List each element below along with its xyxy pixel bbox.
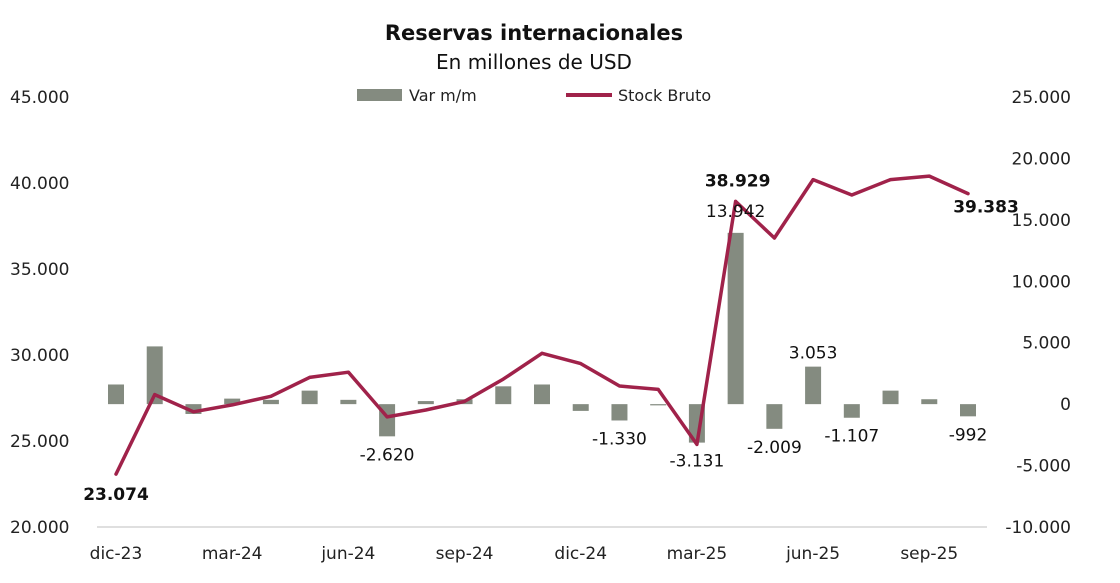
bar-data-label: -1.107	[824, 427, 879, 447]
x-tick-label: dic-24	[554, 544, 607, 564]
stock-point	[308, 375, 312, 379]
var-mm-bar	[650, 404, 667, 406]
legend-line-label: Stock Bruto	[618, 86, 711, 105]
var-mm-bar	[960, 404, 976, 417]
left-tick-label: 30.000	[10, 346, 69, 366]
stock-point	[617, 384, 621, 388]
x-axis-ticks: dic-23 mar-24 jun-24 sep-24 dic-24 mar-25 jun-…	[90, 544, 959, 564]
var-mm-bar	[805, 366, 822, 405]
left-tick-label: 40.000	[10, 174, 69, 194]
bar-data-label: 13.942	[706, 202, 765, 222]
x-tick-label: dic-23	[90, 544, 143, 564]
x-tick-label: sep-25	[900, 544, 958, 564]
bar-data-label: -2.620	[360, 445, 415, 465]
var-mm-bar	[882, 390, 899, 405]
var-mm-bar	[766, 404, 783, 429]
var-mm-bar	[727, 232, 744, 405]
chart-title: Reservas internacionales	[385, 21, 683, 45]
stock-point	[927, 174, 931, 178]
right-tick-label: 25.000	[1012, 88, 1071, 108]
var-mm-bar	[224, 398, 241, 405]
stock-point	[695, 442, 699, 446]
var-mm-bar	[843, 404, 860, 418]
stock-point	[463, 399, 467, 403]
var-mm-bar	[301, 390, 318, 405]
x-tick-label: jun-24	[320, 544, 375, 564]
stock-point	[269, 394, 273, 398]
bar-data-label: -2.009	[747, 438, 802, 458]
stock-point	[656, 387, 660, 391]
var-mm-bar	[921, 399, 938, 405]
right-tick-label: -5.000	[1016, 457, 1071, 477]
stock-point	[889, 178, 893, 182]
left-tick-label: 45.000	[10, 88, 69, 108]
stock-point	[424, 408, 428, 412]
legend-bar-label: Var m/m	[409, 86, 477, 105]
stock-data-label: 38.929	[705, 171, 771, 191]
left-tick-label: 25.000	[10, 432, 69, 452]
stock-point	[850, 193, 854, 197]
right-tick-label: 0	[1060, 395, 1071, 415]
x-tick-label: jun-25	[785, 544, 840, 564]
var-mm-bar	[534, 384, 550, 405]
stock-point	[734, 199, 738, 203]
right-tick-label: -10.000	[1005, 518, 1071, 538]
right-tick-label: 5.000	[1022, 334, 1071, 354]
stock-data-label: 23.074	[83, 485, 149, 505]
bar-data-label: -992	[949, 425, 988, 445]
stock-point	[191, 410, 195, 414]
bar-data-label: -1.330	[592, 429, 647, 449]
stock-point	[385, 415, 389, 419]
var-mm-bar	[146, 346, 163, 405]
stock-point	[230, 403, 234, 407]
right-tick-label: 15.000	[1012, 211, 1071, 231]
var-mm-bar	[340, 399, 357, 405]
stock-point	[540, 351, 544, 355]
left-tick-label: 20.000	[10, 518, 69, 538]
x-tick-label: sep-24	[436, 544, 494, 564]
left-tick-label: 35.000	[10, 260, 69, 280]
stock-point	[346, 370, 350, 374]
stock-point	[772, 236, 776, 240]
bar-data-label: -3.131	[670, 452, 725, 472]
stock-point	[811, 178, 815, 182]
stock-point	[966, 192, 970, 196]
stock-point	[501, 377, 505, 381]
stock-point	[114, 472, 118, 476]
chart-subtitle: En millones de USD	[436, 50, 632, 74]
x-tick-label: mar-25	[667, 544, 728, 564]
data-labels: -2.620 -1.330 -3.131 13.942 -2.009 3.053 -1.10…	[83, 171, 1019, 505]
legend: Var m/m Stock Bruto	[357, 86, 711, 105]
x-tick-label: mar-24	[202, 544, 263, 564]
var-mm-bar	[611, 404, 628, 421]
stock-point	[153, 393, 157, 397]
var-mm-bar	[417, 401, 434, 405]
stock-data-label: 39.383	[953, 198, 1019, 218]
var-mm-bar	[572, 404, 589, 411]
legend-bar-swatch	[357, 89, 402, 101]
var-mm-bar	[185, 404, 202, 414]
right-tick-label: 10.000	[1012, 272, 1071, 292]
var-mm-bars	[108, 232, 976, 443]
bar-data-label: 3.053	[789, 344, 838, 364]
left-axis: 20.000 25.000 30.000 35.000 40.000 45.000	[10, 88, 69, 538]
right-axis: -10.000 -5.000 0 5.000 10.000 15.000 20.000 25.…	[1005, 88, 1071, 538]
var-mm-bar	[262, 399, 279, 405]
var-mm-bar	[495, 386, 512, 405]
stock-line-layer	[114, 174, 970, 476]
var-mm-bar	[108, 384, 124, 405]
right-tick-label: 20.000	[1012, 149, 1071, 169]
stock-point	[579, 362, 583, 366]
